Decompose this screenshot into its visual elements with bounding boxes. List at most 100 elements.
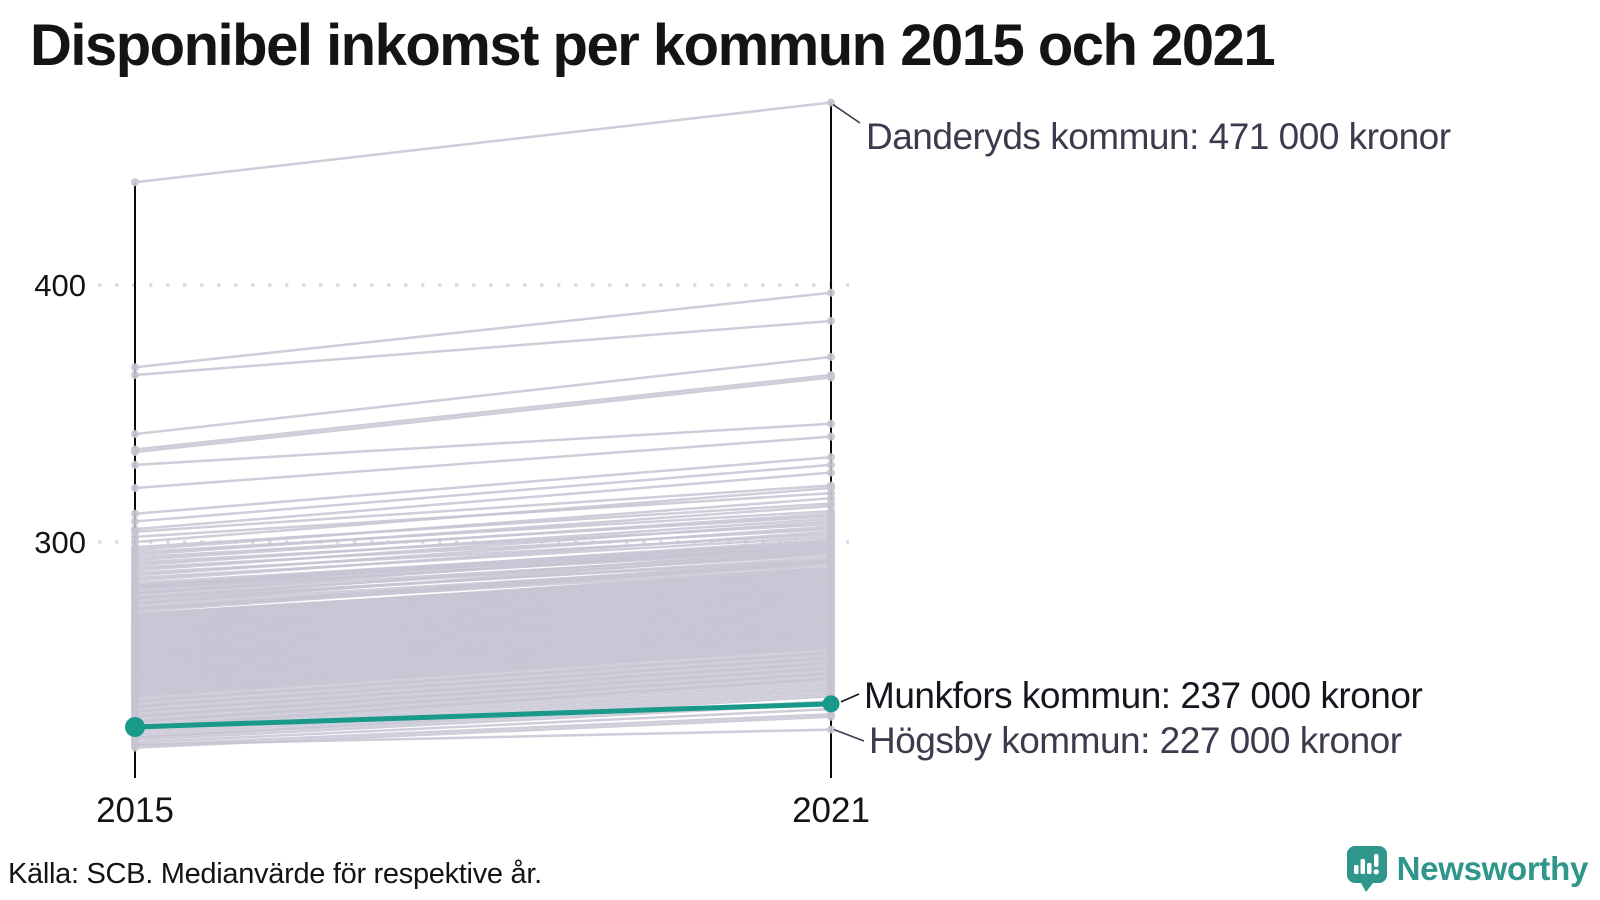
highlight-dot-2021 (822, 695, 840, 713)
slope-line (134, 620, 832, 665)
slope-line (134, 630, 832, 683)
highlight-dot-2015 (125, 717, 145, 738)
newsworthy-wordmark: Newsworthy (1396, 850, 1589, 887)
newsworthy-icon (1346, 846, 1387, 892)
slope-line (134, 666, 832, 719)
slope-line (134, 569, 832, 621)
slope-line (134, 622, 832, 675)
slope-line (134, 617, 832, 670)
slope-line (134, 620, 832, 672)
slope-line (134, 551, 832, 595)
slope-line (134, 597, 832, 649)
slope-line (134, 551, 832, 605)
slope-line (134, 610, 832, 662)
slope-line (134, 512, 832, 562)
slope-line (134, 471, 832, 531)
slope-line (134, 625, 832, 670)
slope-line (134, 630, 832, 675)
slope-line (134, 594, 832, 639)
slope-line (134, 605, 832, 649)
slope-line (134, 463, 832, 523)
slope-line-dot-2021 (827, 674, 835, 683)
slope-line (134, 587, 832, 639)
slope-line (134, 291, 832, 369)
slope-line-danderyds-dot-2015 (131, 178, 139, 187)
slope-line (134, 574, 832, 626)
slope-line (134, 581, 832, 626)
leader-hogsby (833, 728, 865, 742)
slope-line-dot-2021 (827, 432, 835, 441)
slope-line (134, 579, 832, 631)
slope-line-dot-2015 (131, 460, 139, 469)
slope-line (134, 376, 832, 454)
slope-line (134, 607, 832, 652)
slope-line (134, 540, 832, 590)
slope-line (134, 633, 832, 677)
slope-line-dot-2021 (827, 373, 835, 382)
slope-line-dot-2021 (827, 288, 835, 297)
slope-line (134, 628, 832, 672)
slope-line-dot-2021 (827, 460, 835, 469)
slope-line-dot-2021 (827, 494, 835, 503)
slope-line (134, 587, 832, 631)
slope-line (134, 682, 832, 726)
slope-line (134, 612, 832, 665)
slope-line (134, 679, 832, 724)
slope-line-dot-2015 (131, 509, 139, 518)
slope-line-danderyds (134, 101, 832, 184)
slope-line (134, 589, 832, 641)
slope-line (134, 615, 832, 667)
slope-line (134, 504, 832, 557)
slope-line (134, 666, 832, 711)
slope-line (134, 646, 832, 690)
slope-line (134, 599, 832, 652)
slope-line-dot-2021 (827, 352, 835, 361)
y-tick-400: 400 (34, 268, 86, 303)
annotation-munkfors: Munkfors kommun: 237 000 kronor (864, 675, 1423, 716)
slope-line (134, 643, 832, 695)
slope-line (134, 594, 832, 647)
slope-line (134, 525, 832, 577)
slope-line (134, 422, 832, 467)
slope-line (134, 509, 832, 554)
slope-line (134, 355, 832, 436)
slope-line (134, 671, 832, 724)
slope-line-dot-2021 (827, 527, 835, 536)
slope-line (134, 543, 832, 595)
slope-line-högsby-dot-2015 (131, 741, 139, 750)
slope-line-dot-2015 (131, 363, 139, 372)
slope-line (134, 640, 832, 685)
slope-line (134, 548, 832, 600)
annotation-danderyd: Danderyds kommun: 471 000 kronor (866, 116, 1451, 157)
slope-line (134, 646, 832, 698)
y-tick-300: 300 (34, 525, 86, 560)
slope-line-dot-2021 (827, 502, 835, 511)
slope-line-högsby (134, 728, 832, 747)
slope-line (134, 635, 832, 688)
source-note: Källa: SCB. Medianvärde för respektive å… (8, 858, 542, 890)
slope-line (134, 656, 832, 708)
slope-line (134, 579, 832, 623)
slope-line (134, 661, 832, 713)
slope-line (134, 664, 832, 708)
slope-line (134, 633, 832, 685)
x-tick-2015: 2015 (96, 791, 174, 830)
slope-line (134, 574, 832, 618)
slope-line (134, 502, 832, 549)
slope-line (134, 669, 832, 713)
slope-line-dot-2015 (131, 517, 139, 526)
slope-line (134, 563, 832, 608)
slope-line (134, 602, 832, 654)
slope-line (134, 676, 832, 721)
slope-line (134, 435, 832, 490)
slope-line-dot-2021 (827, 548, 835, 557)
slope-line (134, 597, 832, 641)
slope-line (134, 605, 832, 657)
slope-line (134, 571, 832, 623)
slope-line (134, 584, 832, 629)
slope-line (134, 576, 832, 629)
slope-line (134, 566, 832, 611)
slope-line (134, 638, 832, 690)
slope-line (134, 589, 832, 634)
